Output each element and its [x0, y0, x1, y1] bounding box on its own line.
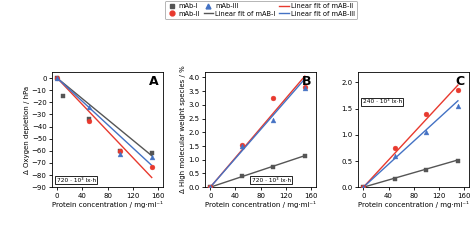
Y-axis label: Δ Oxygen depletion / hPa: Δ Oxygen depletion / hPa: [24, 85, 30, 174]
Legend: mAb-I, mAb-II, mAb-III, Linear fit of mAB-I, Linear fit of mAB-II, Linear fit of: mAb-I, mAb-II, mAb-III, Linear fit of mA…: [164, 1, 357, 19]
Text: 240 · 10³ lx·h: 240 · 10³ lx·h: [363, 99, 402, 104]
Text: 720 · 10³ lx·h: 720 · 10³ lx·h: [252, 178, 291, 183]
X-axis label: Protein concentration / mg·ml⁻¹: Protein concentration / mg·ml⁻¹: [205, 201, 316, 208]
X-axis label: Protein concentration / mg·ml⁻¹: Protein concentration / mg·ml⁻¹: [358, 201, 469, 208]
Text: 720 · 10³ lx·h: 720 · 10³ lx·h: [56, 178, 96, 183]
X-axis label: Protein concentration / mg·ml⁻¹: Protein concentration / mg·ml⁻¹: [52, 201, 163, 208]
Text: A: A: [149, 75, 159, 89]
Text: C: C: [456, 75, 465, 89]
Text: B: B: [302, 75, 312, 89]
Y-axis label: Δ High molecular weight species / %: Δ High molecular weight species / %: [180, 66, 186, 193]
